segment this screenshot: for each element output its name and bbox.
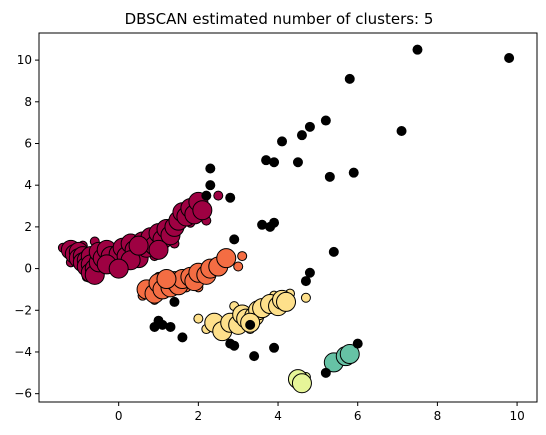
cluster-1-border-point: [237, 251, 248, 262]
noise-point: [245, 319, 256, 330]
noise-point: [396, 125, 407, 136]
noise-point: [304, 121, 315, 132]
cluster-1-core-point: [156, 269, 177, 289]
noise-point: [324, 171, 335, 182]
axes: 0 2 4 6 8 10 −6 −4 −2 0 2 4 6 8 10: [14, 32, 538, 423]
noise-point: [229, 234, 240, 245]
cluster-2-core-point: [276, 291, 297, 312]
cluster-0-core-point: [108, 258, 129, 279]
cluster-0-core-point: [192, 200, 213, 221]
cluster-0-border-point: [213, 190, 224, 201]
noise-point: [304, 267, 315, 278]
noise-point: [205, 163, 216, 174]
x-tick-label: 8: [434, 409, 442, 423]
noise-point: [169, 296, 180, 307]
x-tick-label: 6: [354, 409, 362, 423]
cluster-0-core-point: [148, 239, 169, 260]
y-tick-label: 6: [24, 136, 32, 150]
noise-point: [149, 321, 160, 332]
noise-point: [205, 180, 216, 191]
noise-point: [300, 276, 311, 287]
cluster-0-core-point: [128, 235, 149, 256]
chart-title: DBSCAN estimated number of clusters: 5: [125, 10, 434, 28]
noise-point: [348, 167, 359, 178]
noise-point: [320, 367, 331, 378]
y-tick-label: −6: [14, 387, 32, 401]
noise-point: [296, 130, 307, 141]
y-tick-label: 0: [24, 262, 32, 276]
cluster-1-border-point: [233, 261, 244, 272]
noise-point: [229, 340, 240, 351]
cluster-3-core-point: [291, 373, 312, 394]
points-group: [57, 44, 515, 394]
noise-point: [265, 221, 276, 232]
noise-point: [328, 246, 339, 257]
noise-point: [277, 136, 288, 147]
cluster-4-core-point: [339, 344, 360, 365]
axes-frame: [38, 32, 538, 403]
x-tick-label: 2: [195, 409, 203, 423]
y-tick-label: 8: [24, 95, 32, 109]
noise-point: [352, 338, 363, 349]
noise-point: [504, 53, 515, 64]
noise-point: [249, 351, 260, 362]
cluster-1-core-point: [216, 248, 237, 269]
noise-point: [269, 342, 280, 353]
x-tick-label: 0: [115, 409, 123, 423]
y-tick-label: 4: [24, 178, 32, 192]
x-tick-label: 4: [274, 409, 282, 423]
cluster-2-border-point: [300, 292, 311, 303]
plot-area: [57, 44, 515, 394]
noise-point: [177, 332, 188, 343]
noise-point: [201, 190, 212, 201]
x-tick-label: 10: [509, 409, 524, 423]
cluster-2-border-point: [193, 313, 204, 324]
y-tick-label: 10: [17, 53, 32, 67]
noise-point: [165, 321, 176, 332]
noise-point: [320, 115, 331, 126]
noise-point: [292, 157, 303, 168]
noise-point: [269, 157, 280, 168]
noise-point: [225, 192, 236, 203]
y-tick-label: −4: [14, 345, 32, 359]
y-tick-label: 2: [24, 220, 32, 234]
noise-point: [344, 73, 355, 84]
y-tick-label: −2: [14, 303, 32, 317]
noise-point: [412, 44, 423, 55]
